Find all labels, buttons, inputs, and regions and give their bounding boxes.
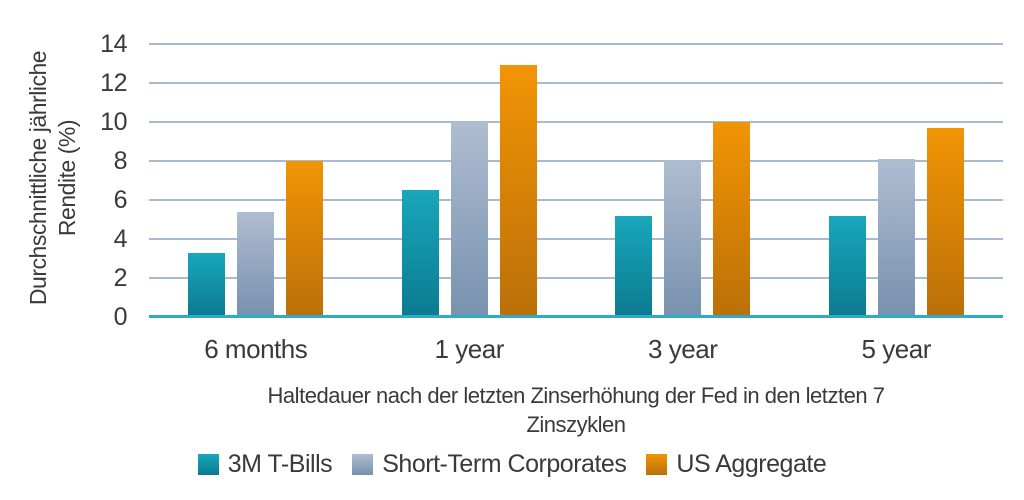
legend-item-3m-t-bills: 3M T-Bills [197, 448, 333, 480]
x-category-label-1-year: 1 year [434, 334, 505, 364]
legend-label: Short-Term Corporates [382, 450, 627, 478]
y-tick-label-14: 14 [100, 30, 127, 58]
bar-group-3-year [576, 44, 790, 317]
legend: 3M T-Bills Short-Term Corporates US Aggreg… [0, 448, 1024, 480]
bar-3m-t-bills-5-year [828, 215, 866, 317]
bar-us-aggregate-6-months [286, 161, 324, 317]
bar-3m-t-bills-6-months [188, 252, 226, 317]
y-tick-label-6: 6 [113, 186, 128, 214]
bar-short-term-corporates-1-year [450, 122, 488, 317]
bar-short-term-corporates-6-months [237, 211, 275, 317]
x-axis-title-line2: Zinszyklen [526, 412, 626, 437]
y-tick-label-10: 10 [100, 108, 127, 136]
gridline-6 [149, 199, 1003, 201]
legend-swatch-icon [352, 453, 374, 475]
bar-us-aggregate-5-year [926, 127, 964, 317]
bar-group-1-year [363, 44, 577, 317]
y-tick-label-4: 4 [113, 225, 128, 253]
legend-item-us-aggregate: US Aggregate [646, 448, 827, 480]
x-categories: 6 months 1 year 3 year 5 year [149, 334, 1003, 364]
y-ticks: 0 2 4 6 8 10 12 14 [85, 30, 128, 331]
gridline-8 [149, 160, 1003, 162]
x-axis-baseline [149, 315, 1003, 318]
x-axis-title: Haltedauer nach der letzten Zinserhöhung… [149, 381, 1003, 439]
gridline-12 [149, 82, 1003, 84]
x-category-label-5-year: 5 year [861, 334, 932, 364]
legend-label: 3M T-Bills [227, 450, 333, 478]
gridline-14 [149, 43, 1003, 45]
y-axis-label-line1: Durchschnittliche jährliche [25, 50, 51, 306]
bar-us-aggregate-1-year [499, 65, 537, 317]
bar-group-5-year [790, 44, 1004, 317]
bar-us-aggregate-3-year [713, 122, 751, 317]
gridline-2 [149, 277, 1003, 279]
x-axis-title-line1: Haltedauer nach der letzten Zinserhöhung… [267, 383, 885, 408]
y-tick-label-2: 2 [113, 264, 128, 292]
gridline-4 [149, 238, 1003, 240]
bar-3m-t-bills-3-year [615, 215, 653, 317]
plot-area [149, 43, 1004, 318]
y-tick-label-12: 12 [100, 69, 127, 97]
x-category-label-6-months: 6 months [204, 334, 308, 364]
bar-short-term-corporates-3-year [664, 161, 702, 317]
legend-swatch-icon [197, 453, 219, 475]
y-tick-label-0: 0 [113, 303, 128, 331]
y-axis-label-line2: Rendite (%) [54, 119, 80, 237]
legend-item-short-term-corporates: Short-Term Corporates [352, 448, 627, 480]
y-axis-label: Durchschnittliche jährliche Rendite (%) [24, 13, 82, 343]
gridline-10 [149, 121, 1003, 123]
bar-group-6-months [149, 44, 363, 317]
legend-swatch-icon [646, 453, 668, 475]
legend-label: US Aggregate [676, 450, 827, 478]
x-category-label-3-year: 3 year [648, 334, 718, 364]
bar-3m-t-bills-1-year [401, 190, 439, 317]
y-tick-label-8: 8 [113, 147, 128, 175]
bar-short-term-corporates-5-year [877, 159, 915, 317]
